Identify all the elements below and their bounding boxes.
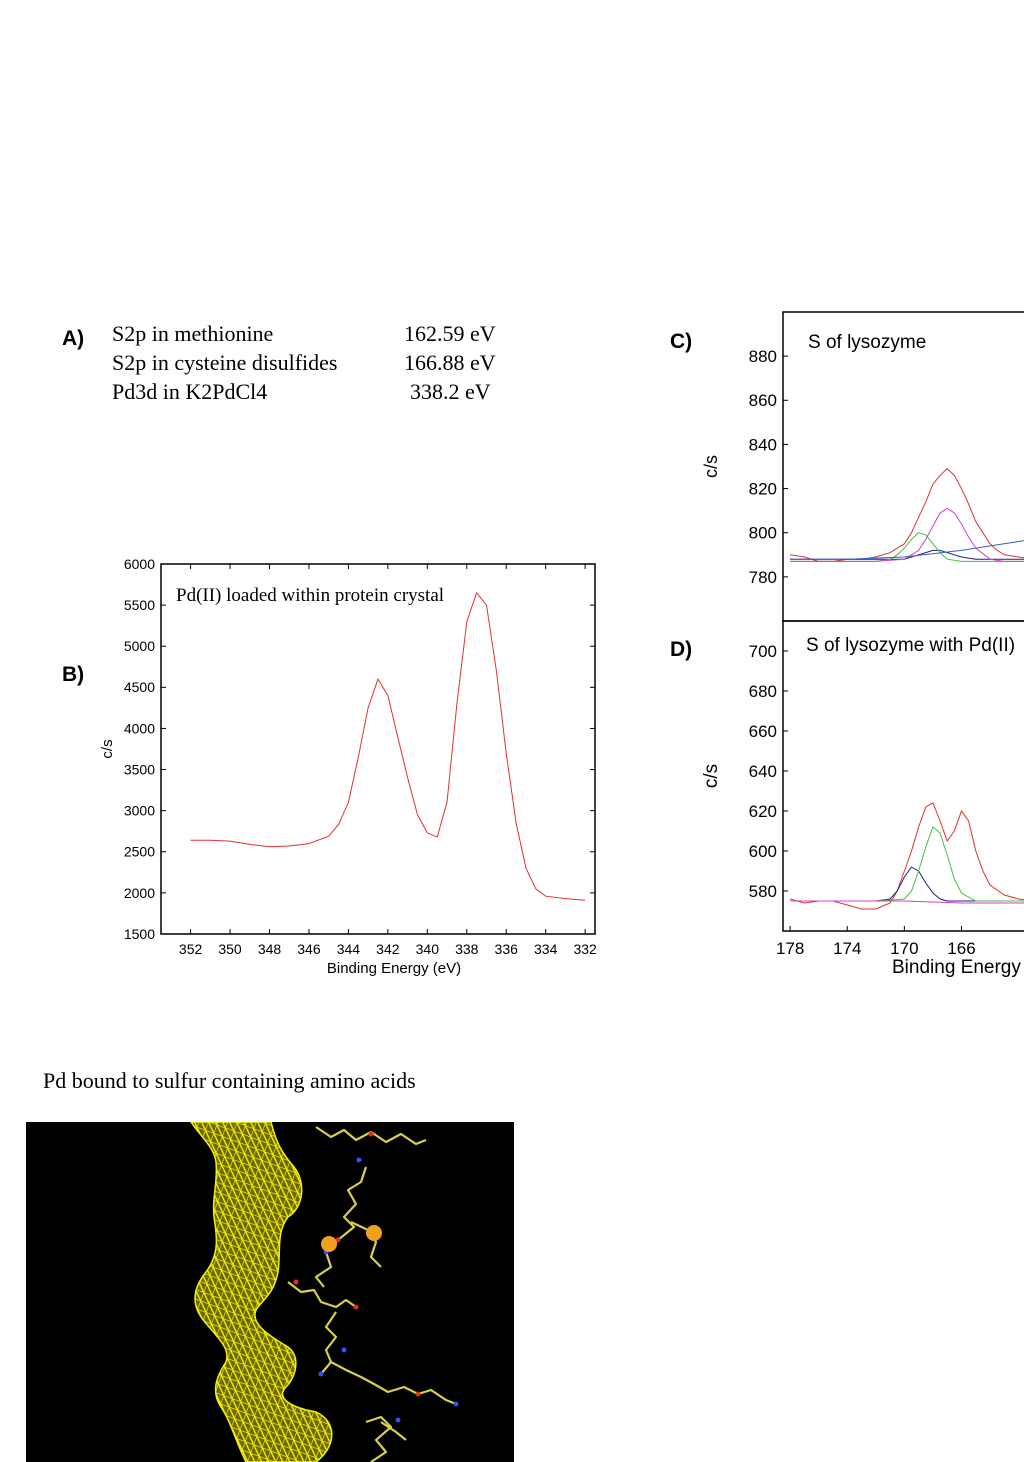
table-row-species: S2p in methionine	[112, 321, 274, 346]
y-axis-label: c/s	[701, 455, 721, 478]
chart-title: Pd(II) loaded within protein crystal	[176, 585, 444, 606]
x-tick-label: 334	[534, 941, 558, 957]
x-tick-label: 332	[573, 941, 597, 957]
y-tick-label: 2000	[124, 885, 155, 901]
pd-atom	[366, 1225, 382, 1241]
series-line	[790, 900, 1024, 904]
x-axis-label: Binding Energy (eV)	[327, 960, 461, 977]
plot-frame-B	[160, 563, 596, 935]
y-tick-label: 700	[749, 642, 777, 661]
x-axis-label: Binding Energy	[892, 957, 1021, 978]
protein-structure-image	[26, 1122, 514, 1462]
pd-atom	[321, 1236, 337, 1252]
y-tick-label: 800	[749, 524, 777, 543]
table-row-energy: 162.59 eV	[404, 321, 496, 346]
chart-title: S of lysozyme with Pd(II)	[806, 635, 1015, 656]
y-tick-label: 880	[749, 347, 777, 366]
table-row-energy: 166.88 eV	[404, 350, 496, 375]
figure-caption: Pd bound to sulfur containing amino acid…	[43, 1068, 416, 1093]
x-tick-label: 170	[890, 939, 918, 958]
y-tick-label: 1500	[124, 926, 155, 942]
plot-frame-D	[782, 620, 1024, 932]
y-tick-label: 5500	[124, 597, 155, 613]
y-tick-label: 780	[749, 568, 777, 587]
y-tick-label: 5000	[124, 638, 155, 654]
series-line	[790, 549, 1024, 560]
y-tick-label: 680	[749, 682, 777, 701]
electron-density-mesh	[190, 1122, 333, 1462]
x-tick-label: 352	[179, 941, 203, 957]
table-row-energy: 338.2 eV	[410, 379, 491, 404]
y-tick-label: 660	[749, 722, 777, 741]
x-tick-label: 336	[495, 941, 519, 957]
chart-title-line: Pd(II) loaded within protein crystal	[176, 585, 444, 606]
x-tick-label: 350	[218, 941, 242, 957]
plot-frame-C	[782, 311, 1024, 622]
amino-acid-chains	[287, 1126, 457, 1462]
panel-label-a: A)	[62, 327, 85, 350]
x-tick-label: 344	[337, 941, 361, 957]
x-tick-label: 342	[376, 941, 400, 957]
pd-spectrum-chart: 1500 2000 2500 3000 3500 4000 4500 5000 5500 6000…	[99, 311, 1024, 978]
y-tick-label: 600	[749, 842, 777, 861]
y-tick-label: 4000	[124, 720, 155, 736]
y-axis-label: c/s	[99, 739, 116, 758]
x-tick-label: 174	[833, 939, 861, 958]
y-tick-label: 860	[749, 391, 777, 410]
series-line	[790, 540, 1024, 560]
series-line	[790, 507, 1024, 562]
x-tick-label: 340	[416, 941, 440, 957]
table-row-species: S2p in cysteine disulfides	[112, 350, 338, 375]
y-tick-label: 4500	[124, 679, 155, 695]
y-tick-label: 3500	[124, 761, 155, 777]
x-tick-label: 348	[258, 941, 282, 957]
panel-label-b: B)	[62, 663, 85, 686]
x-tick-label: 178	[776, 939, 804, 958]
panel-label-c: C)	[670, 330, 693, 353]
series-line	[790, 468, 1024, 562]
series-line	[190, 591, 586, 901]
x-tick-label: 166	[947, 939, 975, 958]
series-line	[789, 802, 1024, 910]
y-tick-label: 640	[749, 762, 777, 781]
y-tick-label: 840	[749, 435, 777, 454]
y-tick-label: 820	[749, 480, 777, 499]
y-tick-label: 3000	[124, 803, 155, 819]
x-tick-label: 338	[455, 941, 479, 957]
atom-markers	[293, 1131, 459, 1423]
y-tick-label: 6000	[124, 556, 155, 572]
panel-label-d: D)	[670, 638, 693, 661]
chart-title: S of lysozyme	[808, 332, 926, 353]
y-axis-label: c/s	[701, 764, 722, 788]
y-tick-label: 620	[749, 802, 777, 821]
x-tick-label: 346	[297, 941, 321, 957]
y-tick-label: 2500	[124, 844, 155, 860]
y-tick-label: 580	[749, 882, 777, 901]
table-row-species: Pd3d in K2PdCl4	[112, 379, 268, 404]
